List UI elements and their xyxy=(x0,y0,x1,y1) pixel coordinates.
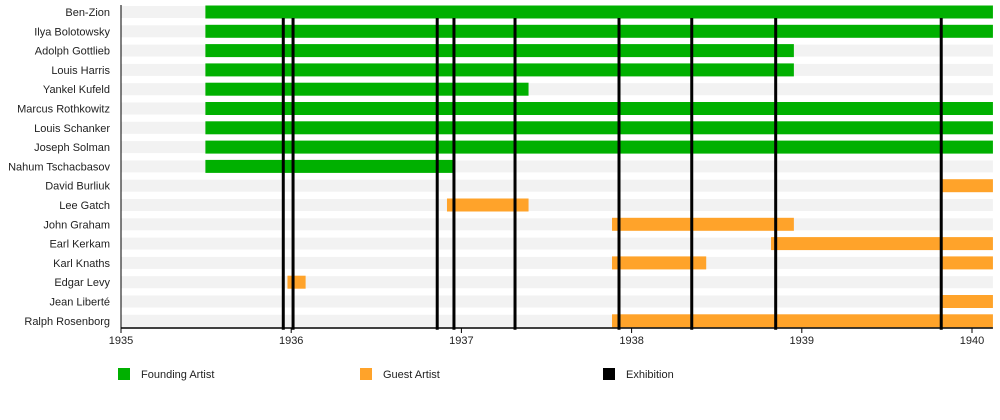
founding-bar xyxy=(205,82,529,96)
artist-label: Joseph Solman xyxy=(34,142,110,154)
row-band xyxy=(121,218,993,231)
row-band xyxy=(121,179,993,192)
guest-bar xyxy=(612,256,707,270)
founding-bar xyxy=(205,44,794,58)
guest-bar xyxy=(612,314,993,328)
founding-bar xyxy=(205,159,454,173)
founding-bar xyxy=(205,24,993,38)
founding-bar xyxy=(205,5,993,19)
artist-label: Ben-Zion xyxy=(65,7,110,19)
guest-bar xyxy=(941,295,993,308)
legend-label: Founding Artist xyxy=(141,369,214,381)
x-tick-label: 1940 xyxy=(960,335,984,347)
row-band xyxy=(121,276,993,289)
x-tick-label: 1936 xyxy=(279,335,303,347)
artist-label: Edgar Levy xyxy=(54,277,110,289)
founding-bar xyxy=(205,121,993,135)
guest-bar xyxy=(771,237,993,251)
guest-bar xyxy=(287,275,306,289)
legend-label: Guest Artist xyxy=(383,369,440,381)
x-tick-label: 1937 xyxy=(449,335,473,347)
founding-bar xyxy=(205,140,993,154)
founding-bar xyxy=(205,102,993,115)
founding-bar xyxy=(205,63,794,77)
artist-label: David Burliuk xyxy=(45,181,110,193)
x-tick-label: 1939 xyxy=(790,335,814,347)
founding-legend-swatch xyxy=(118,368,130,380)
artist-label: Nahum Tschacbasov xyxy=(8,161,110,173)
artist-label: Earl Kerkam xyxy=(49,239,110,251)
x-tick-label: 1935 xyxy=(109,335,133,347)
artist-label: Ralph Rosenborg xyxy=(24,316,110,328)
artist-label: Karl Knaths xyxy=(53,258,110,270)
artist-label: Yankel Kufeld xyxy=(43,84,110,96)
artist-label: Ilya Bolotowsky xyxy=(34,26,110,38)
artist-label: Marcus Rothkowitz xyxy=(17,104,110,116)
guest-bar xyxy=(612,217,794,231)
guest-bar xyxy=(941,179,993,193)
artist-label: Louis Schanker xyxy=(34,123,110,135)
exhibition-legend-swatch xyxy=(603,368,615,380)
guest-bar xyxy=(941,256,993,270)
artist-label: Louis Harris xyxy=(51,65,110,77)
guest-bar xyxy=(446,198,529,212)
artist-label: Lee Gatch xyxy=(59,200,110,212)
row-band xyxy=(121,295,993,308)
artist-label: John Graham xyxy=(43,219,110,231)
x-tick-label: 1938 xyxy=(619,335,643,347)
row-band xyxy=(121,199,993,211)
legend-label: Exhibition xyxy=(626,369,674,381)
artist-label: Adolph Gottlieb xyxy=(35,46,110,58)
row-band xyxy=(121,256,993,269)
guest-legend-swatch xyxy=(360,368,372,380)
artist-label: Jean Liberté xyxy=(49,297,110,309)
